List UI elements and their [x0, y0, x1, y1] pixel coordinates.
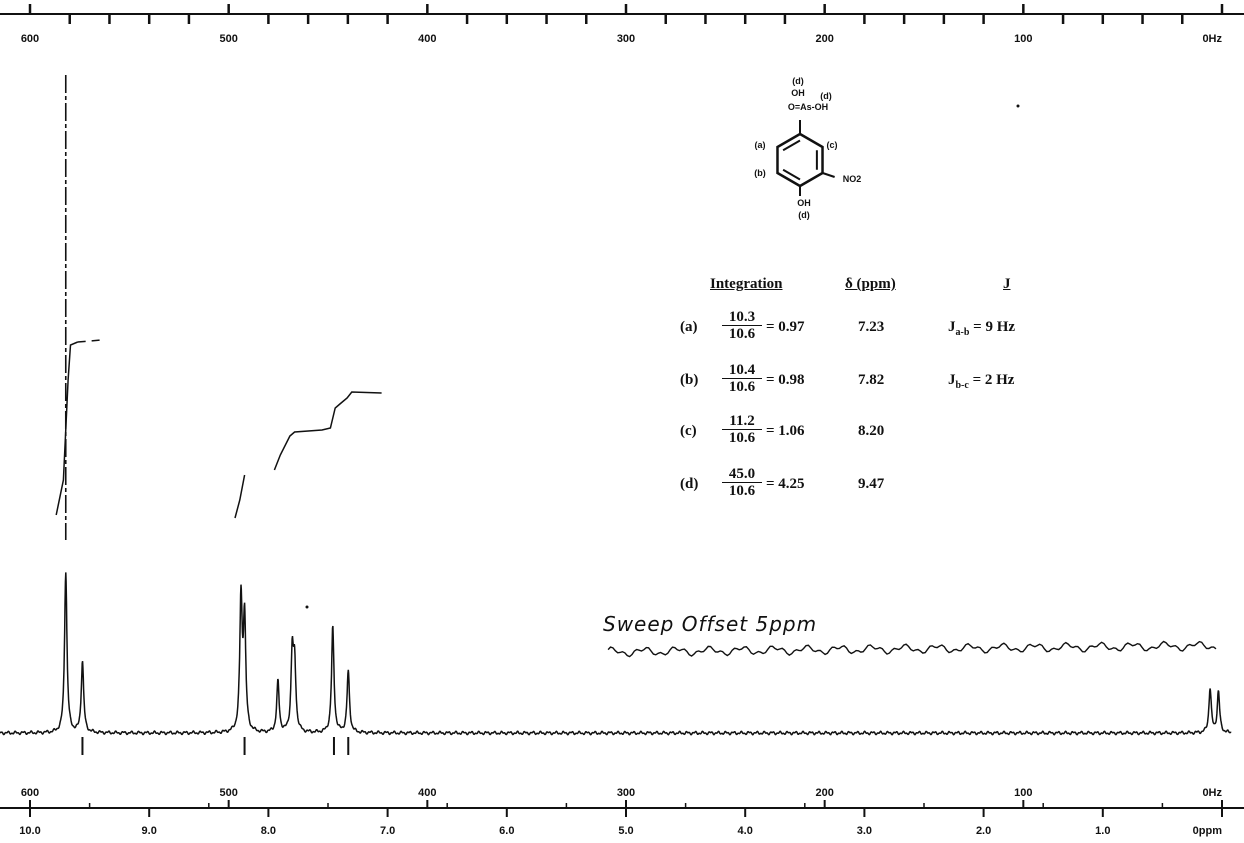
integration-curve-ab	[273, 391, 382, 471]
bottom-ppm-axis-tick-label: 3.0	[857, 825, 872, 837]
top-axis-tick-label: 400	[418, 33, 436, 45]
bottom-ppm-axis-tick-label: 8.0	[261, 825, 276, 837]
bottom-ppm-axis-tick-label: 10.0	[19, 825, 40, 837]
bottom-hz-axis-tick-label: 0Hz	[1202, 787, 1222, 799]
bottom-ppm-axis-tick-label: 9.0	[142, 825, 157, 837]
spectrum-trace	[0, 572, 1232, 736]
top-axis-tick-label: 300	[617, 33, 635, 45]
molecule-label: (d)	[792, 76, 804, 86]
molecule-label: (c)	[827, 140, 838, 150]
bottom-hz-axis-tick-label: 100	[1014, 787, 1032, 799]
top-axis-tick-label: 200	[815, 33, 833, 45]
integration-curve-d-tail	[77, 339, 102, 343]
bottom-ppm-axis-tick-label: 0ppm	[1193, 825, 1223, 837]
molecule-label: (d)	[798, 210, 810, 220]
sweep-offset-trace	[607, 640, 1217, 658]
bottom-ppm-axis-tick-label: 6.0	[499, 825, 514, 837]
molecule-label: OH	[797, 198, 811, 208]
bottom-hz-axis-tick-label: 500	[219, 787, 237, 799]
bottom-hz-axis-tick-label: 400	[418, 787, 436, 799]
molecule-label: NO2	[843, 174, 862, 184]
top-axis-tick-label: 0Hz	[1202, 33, 1222, 45]
integration-curve-c	[234, 474, 246, 519]
ring-double-bond	[782, 168, 801, 181]
molecule-label: (b)	[754, 168, 766, 178]
top-axis-tick-label: 100	[1014, 33, 1032, 45]
speck	[1016, 104, 1020, 108]
bottom-ppm-axis-tick-label: 5.0	[618, 825, 633, 837]
bottom-ppm-axis-tick-label: 1.0	[1095, 825, 1110, 837]
bottom-ppm-axis-tick-label: 2.0	[976, 825, 991, 837]
top-axis-tick-label: 600	[21, 33, 39, 45]
bottom-ppm-axis-tick-label: 4.0	[738, 825, 753, 837]
benzene-ring	[776, 132, 824, 188]
no2-bond	[822, 172, 835, 178]
bottom-hz-axis-tick-label: 200	[815, 787, 833, 799]
bottom-hz-axis-tick-label: 300	[617, 787, 635, 799]
molecule-label: (d)	[820, 91, 832, 101]
integration-curve-d	[55, 341, 78, 516]
speck	[305, 605, 309, 609]
sweep-offset-note: Sweep Offset 5ppm	[603, 612, 818, 636]
molecule-label: OH	[791, 88, 805, 98]
molecule-label: O=As-OH	[788, 102, 828, 112]
ring-double-bond	[782, 139, 801, 152]
bottom-hz-axis-tick-label: 600	[21, 787, 39, 799]
top-axis-tick-label: 500	[219, 33, 237, 45]
bottom-ppm-axis-tick-label: 7.0	[380, 825, 395, 837]
molecule-label: (a)	[755, 140, 766, 150]
